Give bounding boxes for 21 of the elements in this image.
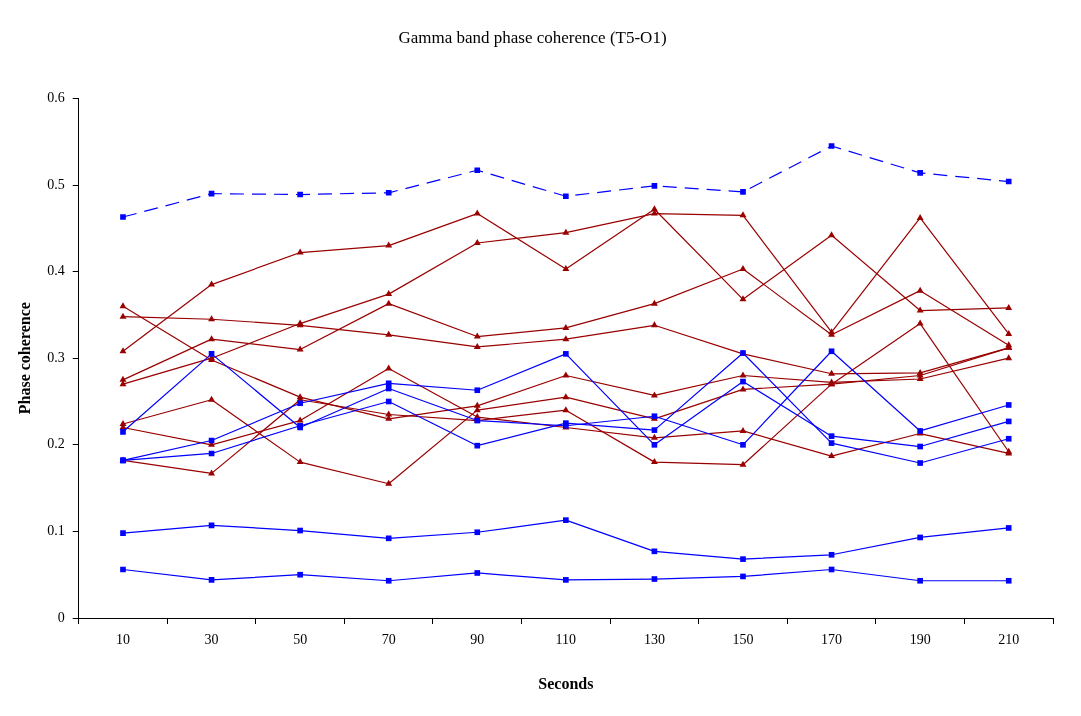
- x-tick-label: 190: [909, 632, 931, 648]
- x-tick-label: 30: [204, 632, 219, 648]
- x-tick-label: 110: [555, 632, 577, 648]
- x-tick-label: 170: [821, 632, 843, 648]
- x-tick-label: 150: [732, 632, 754, 648]
- y-tick-label: 0.2: [47, 436, 65, 452]
- x-tick-label: 70: [381, 632, 396, 648]
- x-tick-label: 90: [470, 632, 485, 648]
- y-tick-label: 0.1: [47, 523, 65, 539]
- x-tick-label: 210: [998, 632, 1020, 648]
- x-tick-label: 10: [115, 632, 130, 648]
- x-tick-label: 50: [293, 632, 308, 648]
- x-tick-label: 130: [643, 632, 665, 648]
- y-tick-label: 0.5: [47, 176, 65, 192]
- y-tick-label: 0.3: [47, 349, 65, 365]
- chart-title: Gamma band phase coherence (T5-O1): [398, 27, 667, 47]
- y-axis-title: Phase coherence: [15, 302, 33, 415]
- y-tick-label: 0: [57, 609, 65, 625]
- y-tick-label: 0.4: [47, 263, 65, 279]
- x-axis-title: Seconds: [538, 674, 594, 692]
- y-tick-label: 0.6: [47, 90, 65, 106]
